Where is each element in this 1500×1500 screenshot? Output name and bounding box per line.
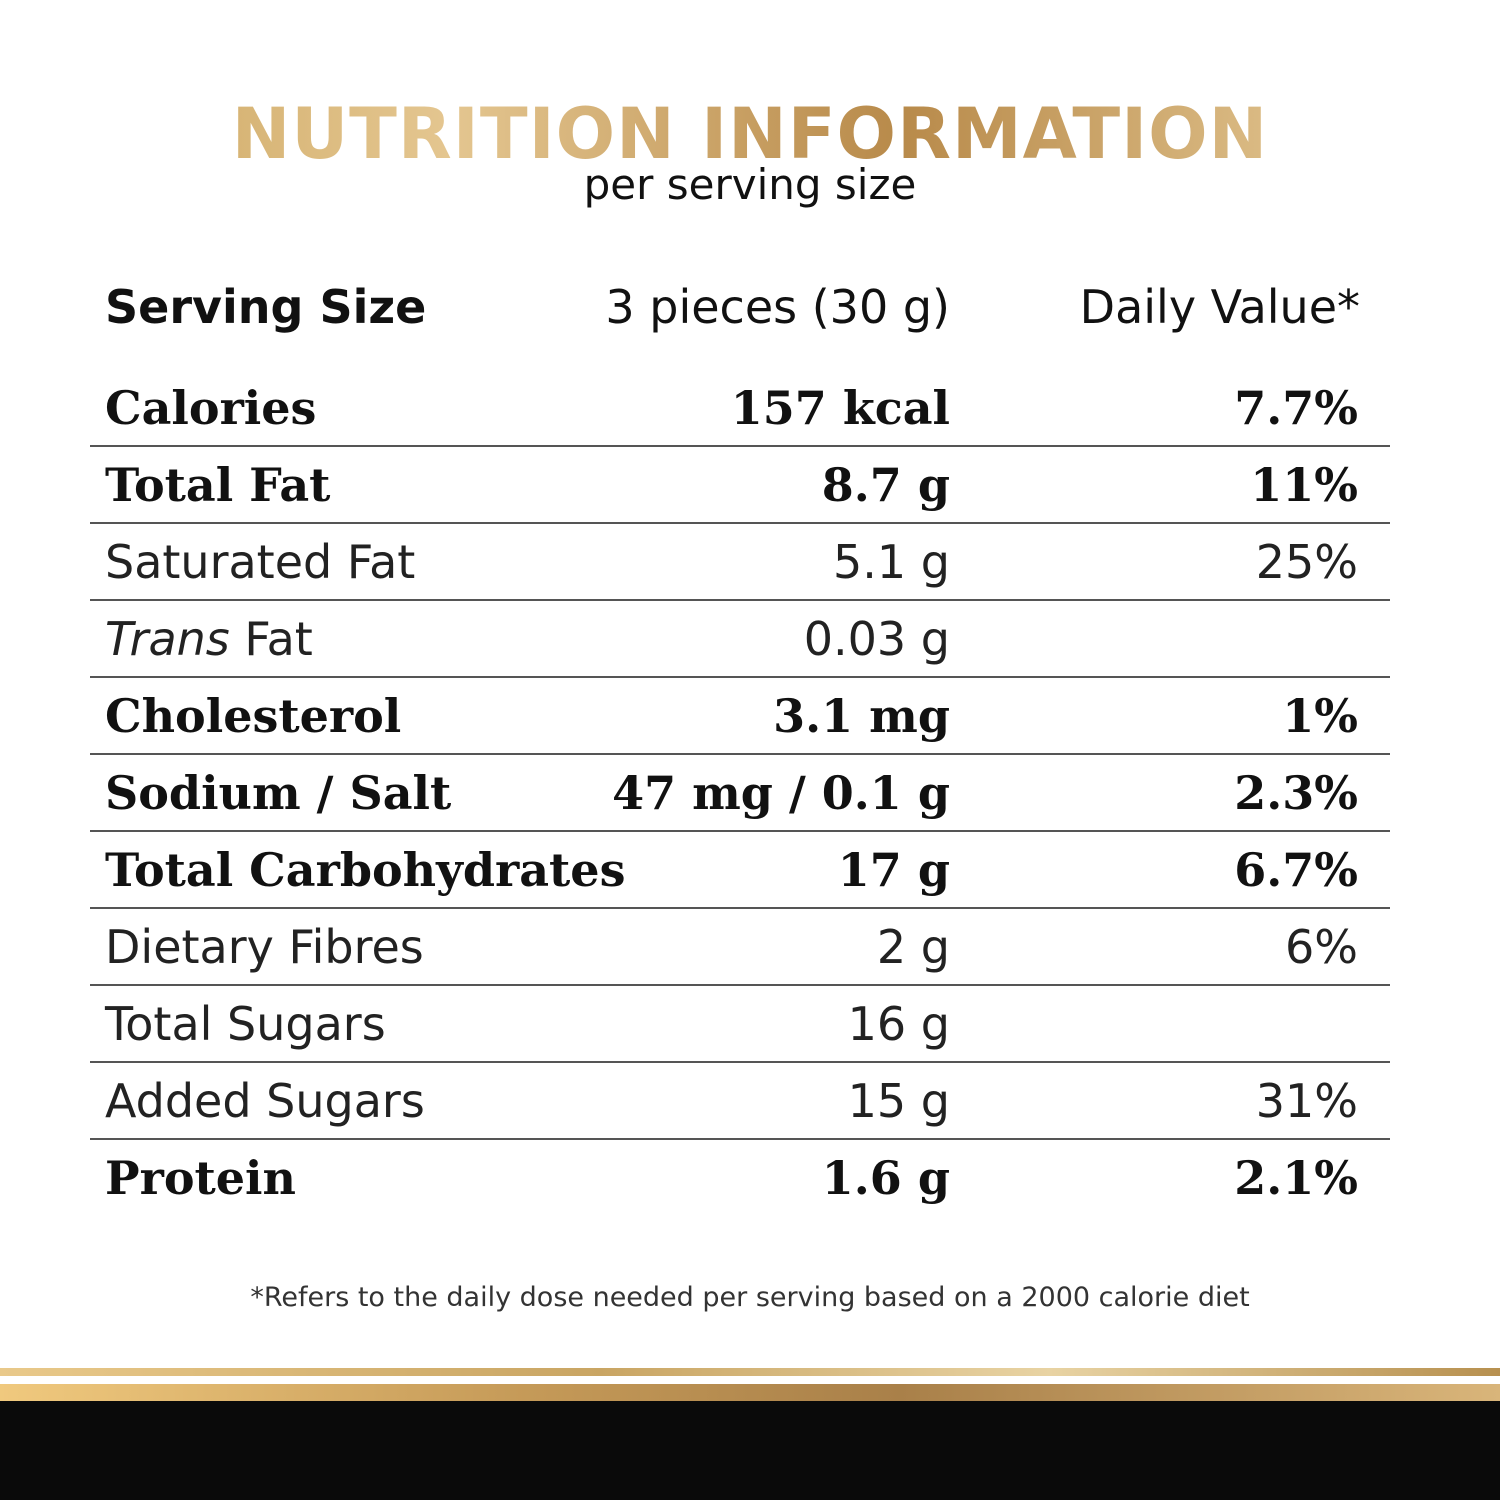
nutrient-daily-value: 7.7%	[1234, 380, 1358, 435]
nutrient-label-rest: Fat	[229, 611, 313, 666]
daily-value-header: Daily Value*	[1079, 280, 1360, 334]
nutrient-daily-value: 6.7%	[1234, 842, 1358, 897]
table-row: Protein 1.6 g 2.1%	[90, 1140, 1390, 1215]
gold-divider-thick	[0, 1384, 1500, 1401]
serving-size-label: Serving Size	[105, 280, 427, 334]
nutrient-amount: 0.03 g	[803, 611, 950, 666]
serving-size-value: 3 pieces (30 g)	[605, 280, 950, 334]
nutrient-label: Protein	[105, 1150, 296, 1205]
nutrient-daily-value: 2.1%	[1234, 1150, 1358, 1205]
nutrient-label: Total Sugars	[105, 996, 386, 1051]
page-subtitle: per serving size	[583, 160, 917, 209]
nutrient-amount: 1.6 g	[821, 1150, 950, 1205]
nutrient-daily-value: 2.3%	[1234, 765, 1358, 820]
nutrient-amount: 5.1 g	[833, 534, 950, 589]
nutrient-amount: 16 g	[847, 996, 950, 1051]
footnote: *Refers to the daily dose needed per ser…	[250, 1282, 1250, 1313]
nutrient-amount: 17 g	[837, 842, 950, 897]
nutrient-label: Added Sugars	[105, 1073, 425, 1128]
nutrient-amount: 157 kcal	[730, 380, 950, 435]
table-row: Cholesterol 3.1 mg 1%	[90, 678, 1390, 755]
table-row: Total Sugars 16 g	[90, 986, 1390, 1063]
nutrient-daily-value: 1%	[1282, 688, 1358, 743]
nutrient-label: Trans Fat	[105, 612, 313, 666]
nutrient-amount: 3.1 mg	[773, 688, 950, 743]
black-footer-band	[0, 1401, 1500, 1500]
nutrient-label: Sodium / Salt	[105, 765, 452, 820]
nutrient-amount: 47 mg / 0.1 g	[612, 765, 950, 820]
nutrient-label: Dietary Fibres	[105, 919, 424, 974]
table-row: Sodium / Salt 47 mg / 0.1 g 2.3%	[90, 755, 1390, 832]
nutrient-label: Saturated Fat	[105, 534, 416, 589]
table-row: Calories 157 kcal 7.7%	[90, 370, 1390, 447]
nutrient-amount: 8.7 g	[821, 457, 950, 512]
page-title: NUTRITION INFORMATION	[0, 96, 1500, 172]
nutrient-label: Calories	[105, 380, 317, 435]
table-row: Trans Fat 0.03 g	[90, 601, 1390, 678]
nutrient-daily-value: 25%	[1255, 534, 1358, 589]
nutrition-table: Calories 157 kcal 7.7% Total Fat 8.7 g 1…	[90, 370, 1390, 1215]
nutrient-amount: 2 g	[876, 919, 950, 974]
nutrient-daily-value: 31%	[1255, 1073, 1358, 1128]
table-row: Added Sugars 15 g 31%	[90, 1063, 1390, 1140]
nutrient-daily-value: 11%	[1250, 457, 1358, 512]
nutrient-label: Total Fat	[105, 457, 331, 512]
table-header: Serving Size 3 pieces (30 g) Daily Value…	[90, 275, 1390, 339]
table-row: Total Carbohydrates 17 g 6.7%	[90, 832, 1390, 909]
table-row: Total Fat 8.7 g 11%	[90, 447, 1390, 524]
nutrient-amount: 15 g	[847, 1073, 950, 1128]
table-row: Dietary Fibres 2 g 6%	[90, 909, 1390, 986]
table-row: Saturated Fat 5.1 g 25%	[90, 524, 1390, 601]
nutrient-label: Total Carbohydrates	[105, 842, 626, 897]
nutrient-label: Cholesterol	[105, 688, 402, 743]
nutrient-daily-value: 6%	[1285, 919, 1358, 974]
gold-divider-thin	[0, 1368, 1500, 1376]
nutrient-label-italic: Trans	[105, 611, 230, 666]
